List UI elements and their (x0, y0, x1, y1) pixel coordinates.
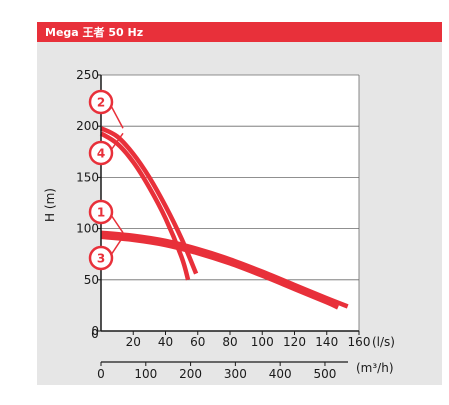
curve-1 (100, 230, 349, 309)
x-tick-labels: 20 40 60 80 100 120 140 160 0 (91, 327, 370, 349)
x-secondary-tick-label: 200 (179, 367, 202, 381)
curve-2 (99, 126, 199, 275)
y-axis-label: H (m) (43, 188, 57, 222)
x-tick-label: 140 (315, 335, 338, 349)
title-banner (37, 22, 442, 42)
grid-lines (101, 74, 360, 331)
chart-title: Mega 王者 50 Hz (45, 25, 143, 39)
marker-circle-1 (88, 199, 114, 225)
x-tick-label: 60 (190, 335, 205, 349)
x-tick-label: 40 (158, 335, 173, 349)
x-secondary-tick-label: 500 (314, 367, 337, 381)
y-tick-label: 250 (76, 68, 99, 82)
marker-circle-4 (88, 140, 114, 166)
curve-3 (100, 234, 339, 310)
x-secondary-tick-label: 400 (269, 367, 292, 381)
marker-circle-3 (88, 245, 114, 271)
x-tick-label: 20 (126, 335, 141, 349)
curve-4 (99, 131, 191, 281)
x-secondary-tick-label: 100 (134, 367, 157, 381)
marker-label-2: 2 (97, 96, 105, 110)
x-tick-label: 120 (283, 335, 306, 349)
marker-label-4: 4 (97, 147, 105, 161)
plot-area (101, 75, 359, 331)
y-tick-label: 150 (76, 170, 99, 184)
x-zero-label: 0 (91, 327, 99, 341)
x-tick-label: 160 (348, 335, 371, 349)
x-secondary-tick-labels: 0 100 200 300 400 500 (97, 361, 348, 381)
x-axis-unit-label: (l/s) (372, 335, 395, 349)
y-tick-labels: 0 50 100 150 200 250 (76, 68, 101, 338)
curve-markers: 1 2 3 4 (88, 89, 124, 271)
marker-label-3: 3 (97, 252, 105, 266)
y-tick-label: 0 (91, 324, 99, 338)
x-secondary-unit-label: (m³/h) (356, 361, 394, 375)
x-secondary-tick-label: 0 (97, 367, 105, 381)
x-tick-label: 100 (251, 335, 274, 349)
y-tick-label: 200 (76, 119, 99, 133)
x-tick-label: 80 (222, 335, 237, 349)
y-tick-label: 100 (76, 222, 99, 236)
y-tick-label: 50 (84, 273, 99, 287)
x-secondary-tick-label: 300 (224, 367, 247, 381)
performance-curves (99, 126, 349, 310)
marker-label-1: 1 (97, 206, 105, 220)
marker-circle-2 (88, 89, 114, 115)
